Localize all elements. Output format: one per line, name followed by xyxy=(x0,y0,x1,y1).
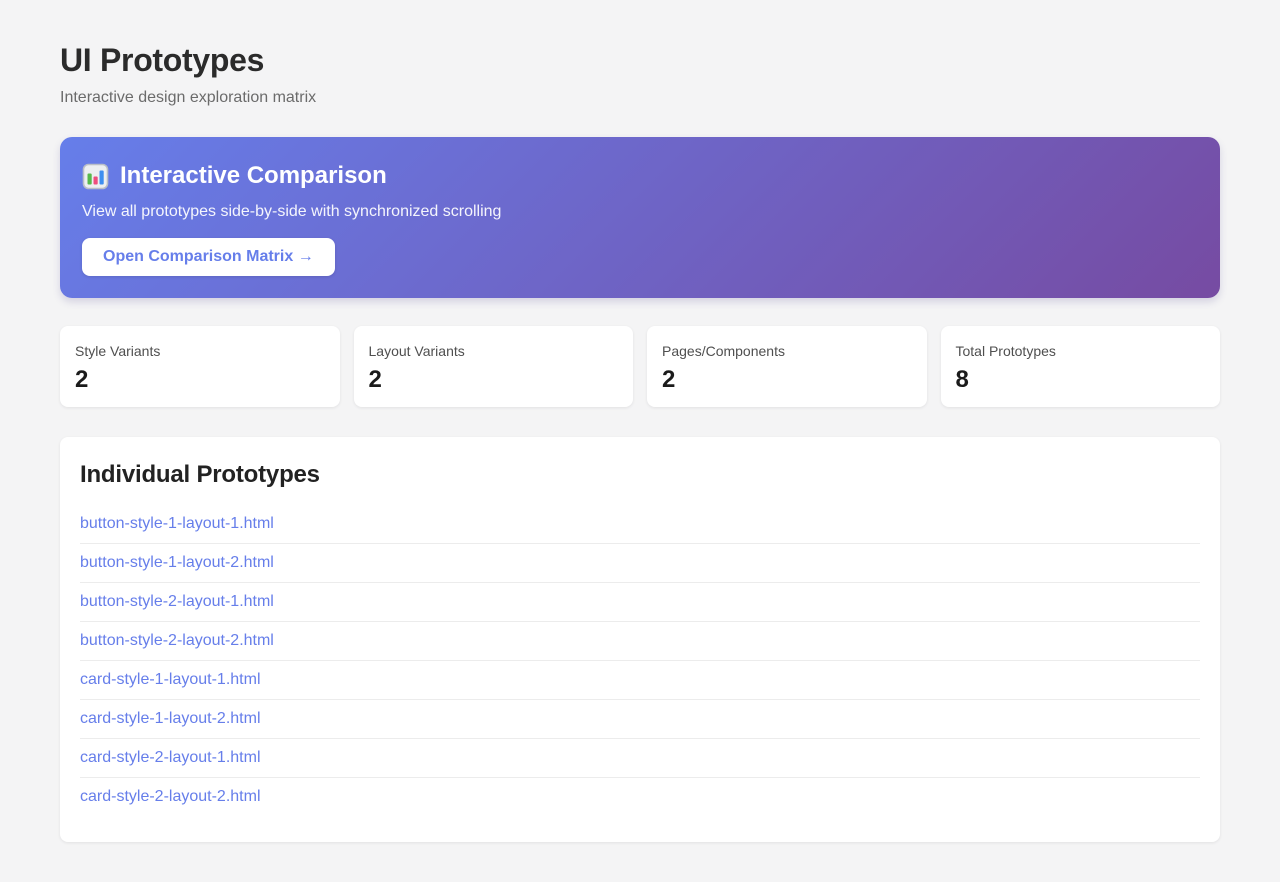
page-title: UI Prototypes xyxy=(60,42,265,78)
banner-title: Interactive Comparison xyxy=(82,161,1198,191)
stat-card-total-prototypes: Total Prototypes 8 xyxy=(940,326,1220,407)
list-item: button-style-2-layout-2.html xyxy=(80,622,1200,661)
prototype-link[interactable]: button-style-2-layout-2.html xyxy=(80,632,274,649)
list-item: button-style-1-layout-2.html xyxy=(80,544,1200,583)
list-item: card-style-2-layout-2.html xyxy=(80,778,1200,816)
prototype-link[interactable]: button-style-2-layout-1.html xyxy=(80,593,274,610)
stat-label: Style Variants xyxy=(75,343,161,359)
stat-label: Pages/Components xyxy=(662,343,785,359)
stat-value: 8 xyxy=(955,366,969,393)
prototype-link[interactable]: button-style-1-layout-2.html xyxy=(80,554,274,571)
prototype-link[interactable]: card-style-1-layout-2.html xyxy=(80,710,261,727)
list-item: card-style-1-layout-2.html xyxy=(80,700,1200,739)
list-item: card-style-1-layout-1.html xyxy=(80,661,1200,700)
page-subtitle: Interactive design exploration matrix xyxy=(60,89,317,106)
stat-card-layout-variants: Layout Variants 2 xyxy=(353,326,633,407)
stat-value: 2 xyxy=(75,366,89,393)
prototype-link[interactable]: card-style-2-layout-2.html xyxy=(80,788,261,805)
list-item: button-style-1-layout-1.html xyxy=(80,505,1200,544)
stat-label: Layout Variants xyxy=(368,343,465,359)
stat-value: 2 xyxy=(368,366,382,393)
bar-chart-icon xyxy=(82,163,109,190)
prototype-link[interactable]: card-style-1-layout-1.html xyxy=(80,671,261,688)
open-comparison-matrix-button[interactable]: Open Comparison Matrix → xyxy=(82,238,335,276)
banner-title-text: Interactive Comparison xyxy=(120,162,387,189)
banner-description: View all prototypes side-by-side with sy… xyxy=(82,203,502,220)
stats-row: Style Variants 2 Layout Variants 2 Pages… xyxy=(60,326,1220,407)
stat-card-pages-components: Pages/Components 2 xyxy=(647,326,927,407)
individual-prototypes-heading: Individual Prototypes xyxy=(80,461,320,488)
page-container: UI Prototypes Interactive design explora… xyxy=(60,0,1220,882)
prototype-link[interactable]: card-style-2-layout-1.html xyxy=(80,749,261,766)
individual-prototypes-card: Individual Prototypes button-style-1-lay… xyxy=(60,437,1220,842)
list-item: button-style-2-layout-1.html xyxy=(80,583,1200,622)
stat-value: 2 xyxy=(662,366,676,393)
comparison-banner: Interactive Comparison View all prototyp… xyxy=(60,137,1220,298)
stat-card-style-variants: Style Variants 2 xyxy=(60,326,340,407)
list-item: card-style-2-layout-1.html xyxy=(80,739,1200,778)
prototype-link[interactable]: button-style-1-layout-1.html xyxy=(80,515,274,532)
stat-label: Total Prototypes xyxy=(955,343,1056,359)
prototype-list: button-style-1-layout-1.html button-styl… xyxy=(80,505,1200,816)
